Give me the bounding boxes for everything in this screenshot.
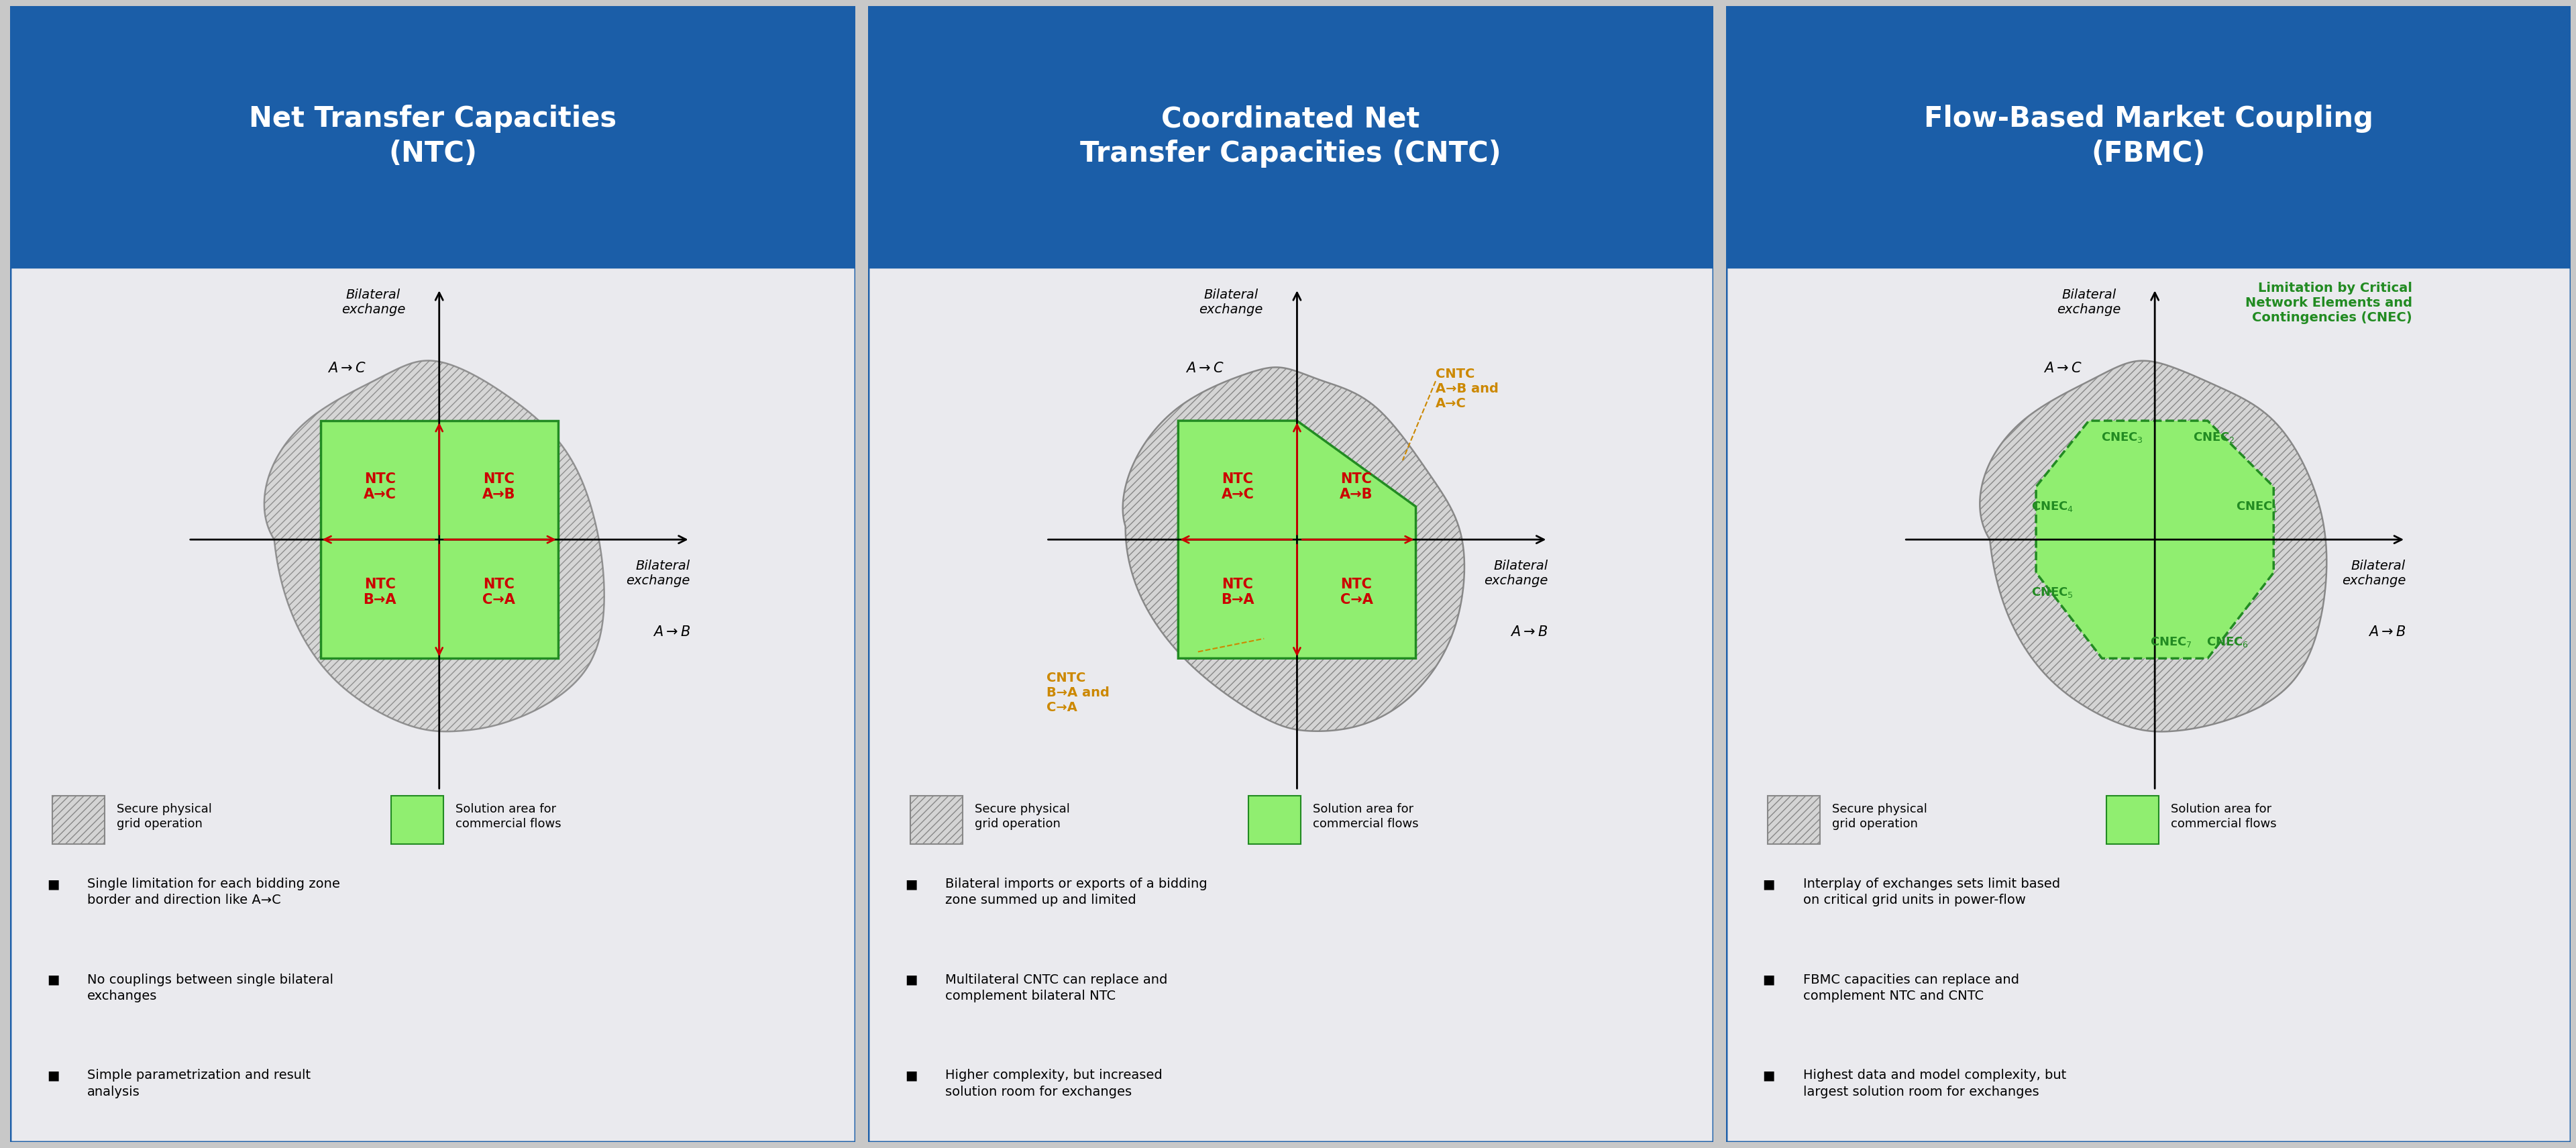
Text: Simple parametrization and result
analysis: Simple parametrization and result analys… — [88, 1069, 312, 1097]
Text: CNEC$_7$: CNEC$_7$ — [2151, 635, 2192, 649]
Text: CNEC$_3$: CNEC$_3$ — [2099, 430, 2143, 444]
Text: NTC
B→A: NTC B→A — [1221, 577, 1255, 607]
Text: Solution area for
commercial flows: Solution area for commercial flows — [456, 802, 562, 830]
Text: ■: ■ — [1762, 974, 1775, 986]
Text: ■: ■ — [904, 1069, 917, 1081]
Text: Secure physical
grid operation: Secure physical grid operation — [116, 802, 211, 830]
FancyBboxPatch shape — [10, 267, 855, 1142]
FancyBboxPatch shape — [1726, 6, 2571, 267]
Text: $\mathit{A\rightarrow C}$: $\mathit{A\rightarrow C}$ — [2043, 362, 2081, 374]
Text: ■: ■ — [46, 974, 59, 986]
Text: Bilateral
exchange: Bilateral exchange — [1198, 288, 1262, 316]
Text: NTC
C→A: NTC C→A — [1340, 577, 1373, 607]
Text: Net Transfer Capacities
(NTC): Net Transfer Capacities (NTC) — [250, 104, 616, 168]
Text: Secure physical
grid operation: Secure physical grid operation — [1832, 802, 1927, 830]
Text: No couplings between single bilateral
exchanges: No couplings between single bilateral ex… — [88, 974, 332, 1002]
Polygon shape — [1123, 367, 1463, 731]
FancyBboxPatch shape — [10, 6, 855, 267]
Bar — [52, 796, 106, 844]
Bar — [392, 796, 443, 844]
Text: Bilateral
exchange: Bilateral exchange — [2342, 559, 2406, 587]
Text: FBMC capacities can replace and
complement NTC and CNTC: FBMC capacities can replace and compleme… — [1803, 974, 2020, 1002]
Text: Single limitation for each bidding zone
border and direction like A→C: Single limitation for each bidding zone … — [88, 878, 340, 907]
Text: CNEC$_5$: CNEC$_5$ — [2032, 585, 2074, 599]
Text: NTC
A→B: NTC A→B — [1340, 472, 1373, 502]
Text: $\mathit{A\rightarrow C}$: $\mathit{A\rightarrow C}$ — [327, 362, 366, 374]
Text: $\mathit{A\rightarrow B}$: $\mathit{A\rightarrow B}$ — [1510, 626, 1548, 638]
Text: CNEC$_1$: CNEC$_1$ — [2236, 499, 2277, 513]
Text: ■: ■ — [1762, 878, 1775, 891]
Text: CNEC$_6$: CNEC$_6$ — [2205, 635, 2249, 649]
Text: Bilateral
exchange: Bilateral exchange — [2056, 288, 2120, 316]
Text: ■: ■ — [904, 878, 917, 891]
FancyBboxPatch shape — [868, 6, 1713, 267]
Text: NTC
B→A: NTC B→A — [363, 577, 397, 607]
Text: CNTC
B→A and
C→A: CNTC B→A and C→A — [1046, 672, 1110, 714]
Text: Solution area for
commercial flows: Solution area for commercial flows — [2172, 802, 2277, 830]
Text: NTC
C→A: NTC C→A — [482, 577, 515, 607]
Text: Highest data and model complexity, but
largest solution room for exchanges: Highest data and model complexity, but l… — [1803, 1069, 2066, 1097]
Text: ■: ■ — [46, 1069, 59, 1081]
Text: ■: ■ — [904, 974, 917, 986]
Bar — [2107, 796, 2159, 844]
FancyBboxPatch shape — [1726, 267, 2571, 1142]
Text: Solution area for
commercial flows: Solution area for commercial flows — [1314, 802, 1419, 830]
Text: Multilateral CNTC can replace and
complement bilateral NTC: Multilateral CNTC can replace and comple… — [945, 974, 1167, 1002]
Text: CNTC
A→B and
A→C: CNTC A→B and A→C — [1435, 367, 1499, 410]
Text: Bilateral
exchange: Bilateral exchange — [626, 559, 690, 587]
Bar — [319, 421, 559, 659]
Text: Interplay of exchanges sets limit based
on critical grid units in power-flow: Interplay of exchanges sets limit based … — [1803, 878, 2061, 907]
Polygon shape — [1981, 360, 2326, 731]
Bar — [1767, 796, 1821, 844]
Text: CNEC$_4$: CNEC$_4$ — [2032, 499, 2074, 513]
Text: $\mathit{A\rightarrow C}$: $\mathit{A\rightarrow C}$ — [1185, 362, 1224, 374]
Text: Bilateral imports or exports of a bidding
zone summed up and limited: Bilateral imports or exports of a biddin… — [945, 878, 1208, 907]
Text: NTC
A→C: NTC A→C — [1221, 472, 1255, 502]
Text: Coordinated Net
Transfer Capacities (CNTC): Coordinated Net Transfer Capacities (CNT… — [1079, 104, 1502, 168]
Text: Bilateral
exchange: Bilateral exchange — [1484, 559, 1548, 587]
FancyBboxPatch shape — [868, 267, 1713, 1142]
Text: Flow-Based Market Coupling
(FBMC): Flow-Based Market Coupling (FBMC) — [1924, 104, 2372, 168]
Text: ■: ■ — [46, 878, 59, 891]
Text: NTC
A→B: NTC A→B — [482, 472, 515, 502]
Text: Limitation by Critical
Network Elements and
Contingencies (CNEC): Limitation by Critical Network Elements … — [2246, 282, 2411, 325]
Bar — [1249, 796, 1301, 844]
Text: Bilateral
exchange: Bilateral exchange — [340, 288, 404, 316]
Text: $\mathit{A\rightarrow B}$: $\mathit{A\rightarrow B}$ — [652, 626, 690, 638]
Text: NTC
A→C: NTC A→C — [363, 472, 397, 502]
Bar — [909, 796, 963, 844]
Polygon shape — [1177, 421, 1417, 659]
Text: Secure physical
grid operation: Secure physical grid operation — [974, 802, 1069, 830]
Text: ■: ■ — [1762, 1069, 1775, 1081]
Text: Higher complexity, but increased
solution room for exchanges: Higher complexity, but increased solutio… — [945, 1069, 1162, 1097]
Polygon shape — [265, 360, 605, 731]
Text: CNEC$_2$: CNEC$_2$ — [2192, 430, 2236, 444]
Polygon shape — [2035, 421, 2275, 659]
Text: $\mathit{A\rightarrow B}$: $\mathit{A\rightarrow B}$ — [2367, 626, 2406, 638]
